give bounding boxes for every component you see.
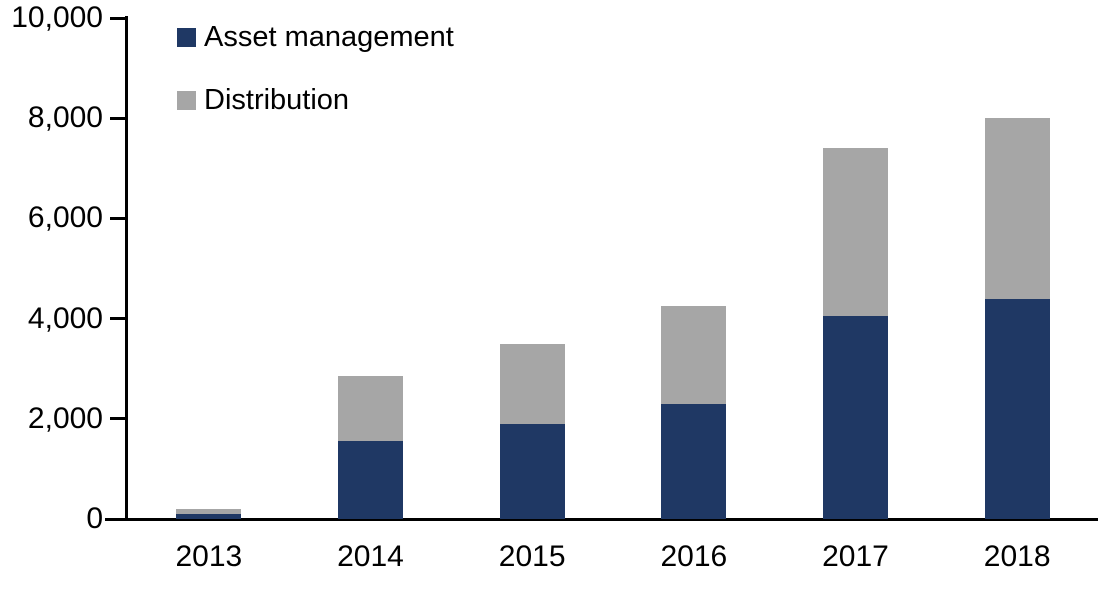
- y-axis-labels: 0 2,000 4,000 6,000 8,000 10,000: [0, 3, 103, 534]
- x-tick-label: 2015: [498, 540, 566, 573]
- y-tick-label: 0: [86, 502, 103, 535]
- x-tick-label: 2016: [660, 540, 728, 573]
- x-tick-label: 2013: [175, 540, 243, 573]
- bar-segment-distribution: [338, 376, 403, 442]
- y-tick-mark: [110, 116, 125, 120]
- bar-segment-asset-management: [499, 423, 565, 519]
- bar-segment-distribution: [823, 148, 888, 317]
- x-tick-label: 2017: [822, 540, 889, 573]
- bar-2015: [499, 18, 565, 519]
- x-tick-label: 2014: [337, 540, 404, 573]
- bar-2014: [338, 18, 403, 519]
- y-tick-mark: [110, 216, 125, 220]
- y-tick-mark: [110, 16, 125, 20]
- legend-swatch-distribution: [177, 90, 196, 110]
- y-tick-label: 2,000: [27, 401, 103, 435]
- y-tick-label: 6,000: [27, 201, 103, 235]
- bar-2018: [984, 18, 1050, 519]
- plot-area: Asset management Distribution: [105, 16, 1098, 521]
- bar-2013: [176, 18, 242, 519]
- x-axis-line: [105, 518, 1098, 521]
- y-tick-mark: [110, 317, 125, 321]
- legend-label: Asset management: [204, 21, 454, 53]
- y-tick-mark: [110, 517, 125, 521]
- y-tick-label: 8,000: [27, 101, 103, 135]
- bar-segment-asset-management: [176, 514, 242, 519]
- y-axis-line: [125, 16, 128, 519]
- y-tick-label: 4,000: [27, 301, 103, 335]
- bar-segment-asset-management: [338, 441, 403, 519]
- bar-segment-distribution: [984, 118, 1050, 299]
- bar-segment-asset-management: [984, 298, 1050, 519]
- bar-segment-asset-management: [823, 316, 888, 519]
- legend-item-distribution: Distribution: [177, 85, 454, 115]
- bar-2016: [661, 18, 727, 519]
- legend-swatch-asset-management: [177, 27, 196, 47]
- x-tick-label: 2018: [983, 540, 1051, 573]
- y-tick-mark: [110, 417, 125, 421]
- bar-segment-distribution: [661, 306, 727, 404]
- bar-segment-asset-management: [661, 403, 727, 519]
- bar-segment-distribution: [176, 509, 242, 514]
- bar-2017: [823, 18, 888, 519]
- y-tick-label: 10,000: [11, 1, 103, 34]
- legend-label: Distribution: [204, 84, 350, 116]
- legend-item-asset-management: Asset management: [177, 22, 454, 52]
- x-axis-labels: 2013 2014 2015 2016 2017 2018: [128, 539, 1098, 579]
- legend: Asset management Distribution: [177, 22, 454, 148]
- bar-segment-distribution: [499, 343, 565, 424]
